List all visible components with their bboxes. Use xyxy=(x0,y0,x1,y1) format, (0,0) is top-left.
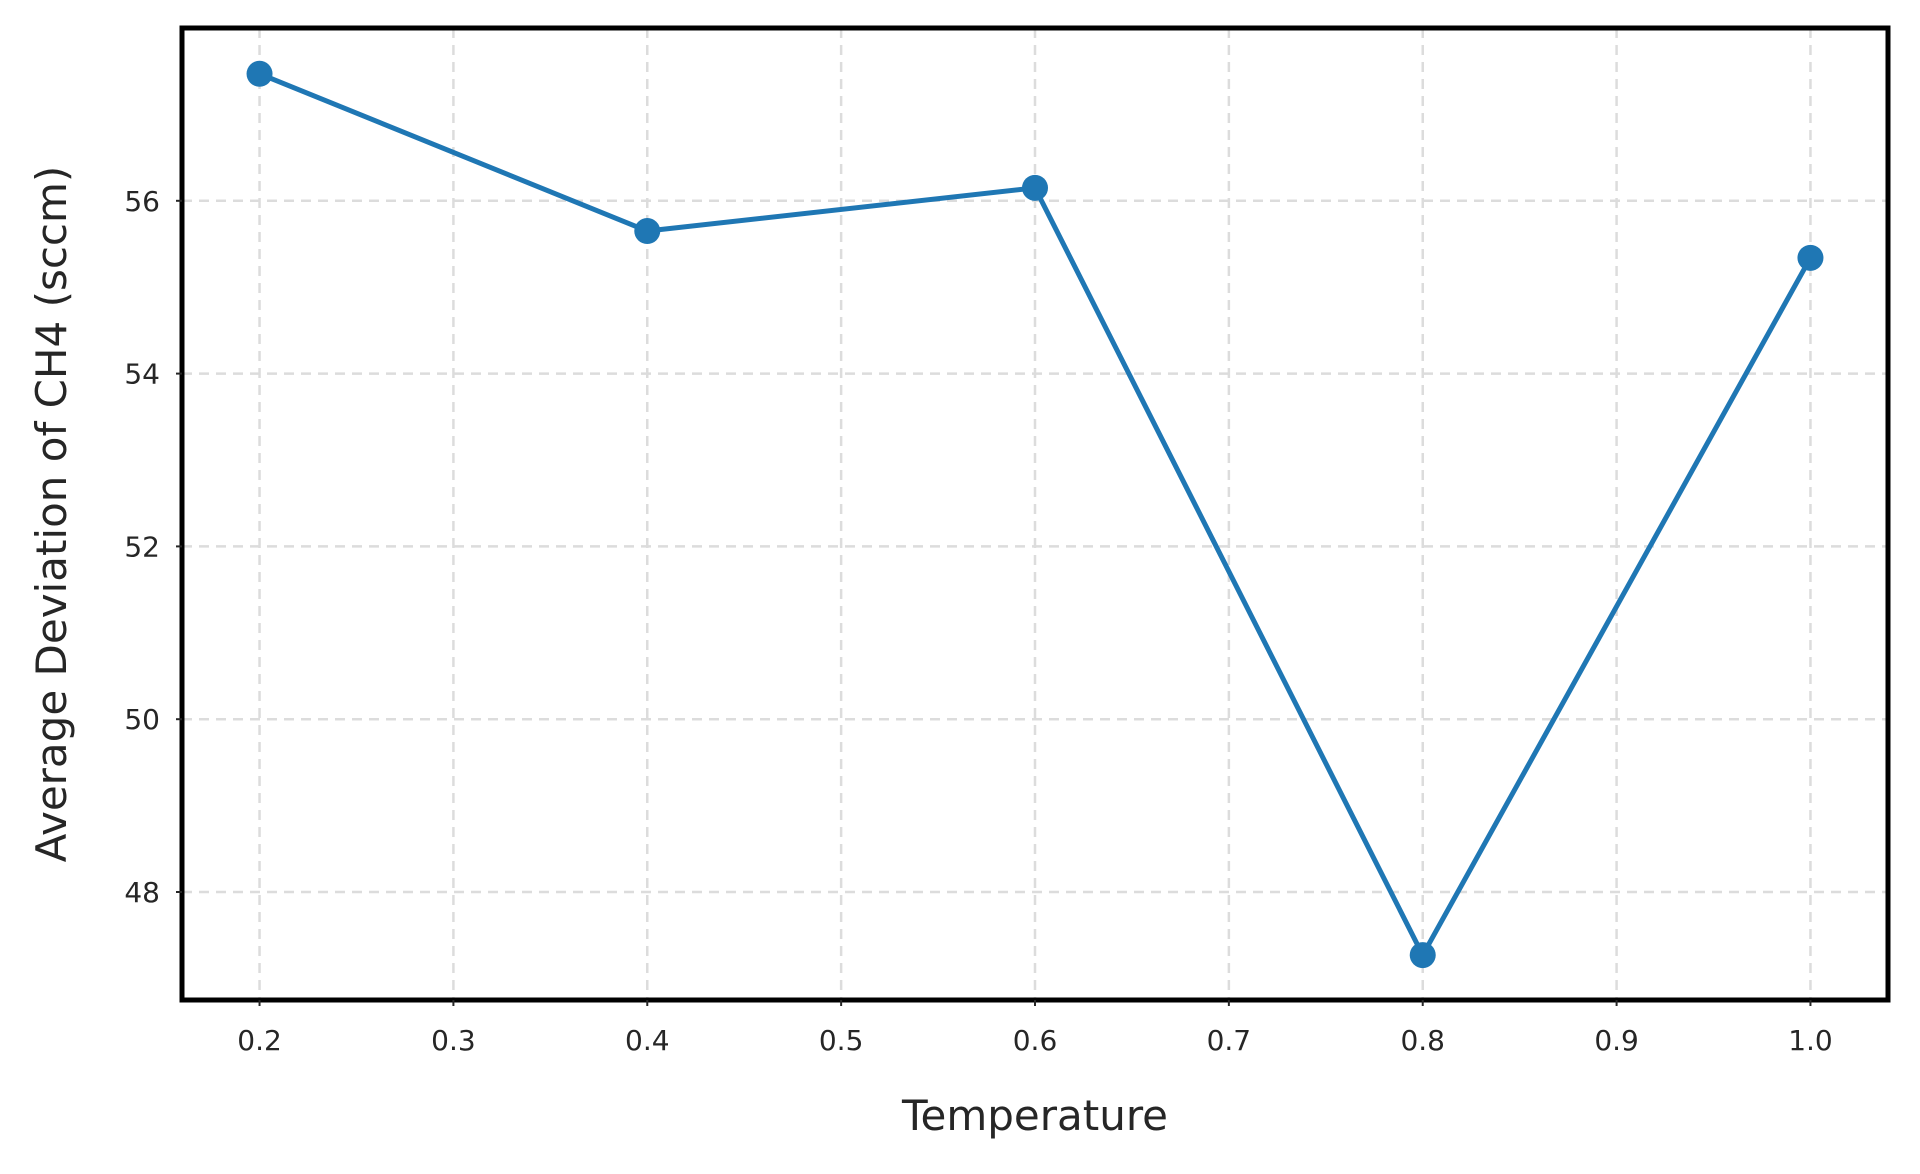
series-layer xyxy=(246,60,1824,969)
y-tick-label: 52 xyxy=(124,530,160,563)
x-tick-label: 1.0 xyxy=(1788,1024,1833,1057)
x-axis-ticks: 0.2 0.3 0.4 0.5 0.6 0.7 0.8 0.9 1.0 xyxy=(237,1000,1833,1057)
y-axis-ticks: 48 50 52 54 56 xyxy=(124,185,182,909)
data-point xyxy=(1797,244,1824,271)
y-tick-label: 54 xyxy=(124,358,160,391)
x-tick-label: 0.5 xyxy=(819,1024,864,1057)
data-point xyxy=(246,60,273,87)
grid xyxy=(182,28,1888,1000)
y-axis-label: Average Deviation of CH4 (sccm) xyxy=(27,166,76,863)
x-tick-label: 0.6 xyxy=(1013,1024,1058,1057)
y-tick-label: 56 xyxy=(124,185,160,218)
x-tick-label: 0.4 xyxy=(625,1024,670,1057)
data-point xyxy=(634,218,661,245)
x-tick-label: 0.2 xyxy=(237,1024,282,1057)
y-tick-label: 48 xyxy=(124,876,160,909)
x-axis-label: Temperature xyxy=(901,1091,1168,1140)
x-tick-label: 0.3 xyxy=(431,1024,476,1057)
data-point xyxy=(1022,174,1048,201)
x-tick-label: 0.9 xyxy=(1594,1024,1639,1057)
y-tick-label: 50 xyxy=(124,703,160,736)
x-tick-label: 0.7 xyxy=(1207,1024,1252,1057)
x-tick-label: 0.8 xyxy=(1400,1024,1445,1057)
data-point xyxy=(1409,942,1436,969)
